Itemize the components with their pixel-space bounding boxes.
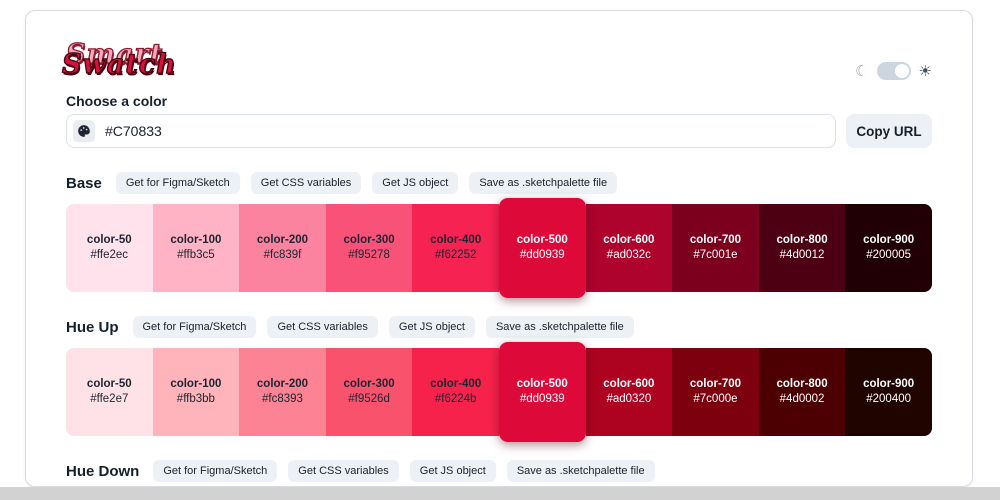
swatch-hex-label: #dd0939	[519, 393, 565, 405]
action-button[interactable]: Get CSS variables	[288, 460, 399, 482]
swatch-name-label: color-500	[516, 378, 568, 391]
logo: Smart Swatch	[61, 38, 177, 78]
action-button[interactable]: Save as .sketchpalette file	[469, 172, 618, 194]
swatch-color-400[interactable]: color-400 #f6224b	[412, 348, 499, 436]
swatch-color-500[interactable]: color-500 #dd0939	[498, 342, 586, 442]
section-header: Hue Up Get for Figma/Sketch Get CSS variab…	[66, 316, 932, 338]
bottom-strip	[0, 487, 1000, 500]
swatch-hex-label: #4d0002	[779, 393, 825, 405]
switch-knob	[894, 64, 909, 78]
swatch-color-400[interactable]: color-400 #f62252	[412, 204, 499, 292]
header: Smart Swatch ☾ ☀	[61, 33, 932, 87]
swatch-hex-label: #fc839f	[263, 249, 302, 261]
swatch-color-800[interactable]: color-800 #4d0012	[758, 204, 846, 292]
action-button[interactable]: Get CSS variables	[250, 172, 362, 194]
theme-toggle[interactable]: ☾ ☀	[855, 62, 932, 80]
section-header: Base Get for Figma/Sketch Get CSS variable…	[66, 172, 932, 194]
swatch-hex-label: #ffe2e7	[90, 393, 129, 405]
swatch-hex-label: #dd0939	[519, 249, 565, 261]
swatch-color-100[interactable]: color-100 #ffb3c5	[152, 204, 240, 292]
moon-icon: ☾	[855, 63, 869, 80]
swatch-color-900[interactable]: color-900 #200400	[845, 348, 932, 436]
swatch-name-label: color-100	[170, 234, 222, 247]
swatch-name-label: color-900	[863, 378, 915, 391]
swatch-color-800[interactable]: color-800 #4d0002	[758, 348, 846, 436]
swatch-hex-label: #7c000e	[693, 393, 738, 405]
swatch-hex-label: #f62252	[434, 249, 477, 261]
swatch-hex-label: #f6224b	[434, 393, 477, 405]
swatch-name-label: color-600	[603, 378, 655, 391]
swatch-name-label: color-200	[256, 378, 309, 391]
swatch-hex-label: #7c001e	[693, 249, 738, 261]
action-button[interactable]: Get JS object	[409, 460, 496, 482]
swatch-name-label: color-500	[516, 234, 568, 247]
swatch-color-50[interactable]: color-50 #ffe2ec	[66, 204, 153, 292]
swatch-color-700[interactable]: color-700 #7c001e	[672, 204, 759, 292]
sections: Base Get for Figma/Sketch Get CSS variable…	[66, 172, 932, 482]
swatch-color-600[interactable]: color-600 #ad0320	[585, 348, 673, 436]
swatch-name-label: color-400	[430, 378, 482, 391]
action-button[interactable]: Save as .sketchpalette file	[485, 316, 634, 338]
action-button[interactable]: Get for Figma/Sketch	[115, 172, 240, 194]
section-header: Hue Down Get for Figma/Sketch Get CSS vari…	[66, 460, 932, 482]
choose-color-label: Choose a color	[66, 93, 168, 109]
input-row: #C70833 Copy URL	[66, 114, 932, 148]
swatch-row: color-50 #ffe2e7 color-100 #ffb3bb color-200…	[66, 342, 932, 442]
action-button[interactable]: Get for Figma/Sketch	[132, 316, 257, 338]
swatch-hex-label: #200005	[866, 249, 912, 261]
copy-url-button[interactable]: Copy URL	[846, 114, 932, 148]
swatch-name-label: color-50	[86, 234, 132, 247]
swatch-name-label: color-400	[430, 234, 482, 247]
color-input[interactable]: #C70833	[66, 114, 836, 148]
swatch-name-label: color-700	[689, 378, 742, 391]
swatch-color-700[interactable]: color-700 #7c000e	[672, 348, 759, 436]
swatch-color-500[interactable]: color-500 #dd0939	[498, 198, 586, 298]
swatch-name-label: color-700	[689, 234, 742, 247]
action-button[interactable]: Get JS object	[372, 172, 459, 194]
swatch-name-label: color-100	[170, 378, 222, 391]
section-title: Base	[66, 174, 102, 192]
action-button[interactable]: Get for Figma/Sketch	[153, 460, 278, 482]
logo-word-smart: Smart	[65, 38, 164, 70]
action-button[interactable]: Get JS object	[388, 316, 475, 338]
swatch-hex-label: #ad0320	[606, 393, 652, 405]
swatch-name-label: color-800	[776, 234, 828, 247]
app-card: Smart Swatch ☾ ☀ Choose a color #C70833 …	[25, 10, 973, 487]
swatch-color-100[interactable]: color-100 #ffb3bb	[152, 348, 240, 436]
action-button[interactable]: Get CSS variables	[267, 316, 378, 338]
swatch-color-200[interactable]: color-200 #fc839f	[239, 204, 326, 292]
swatch-color-50[interactable]: color-50 #ffe2e7	[66, 348, 153, 436]
swatch-hex-label: #4d0012	[779, 249, 825, 261]
logo-word-swatch: Swatch	[61, 48, 177, 80]
swatch-color-300[interactable]: color-300 #f9526d	[325, 348, 413, 436]
swatch-name-label: color-800	[776, 378, 828, 391]
swatch-name-label: color-600	[603, 234, 655, 247]
theme-switch[interactable]	[876, 62, 911, 80]
swatch-hex-label: #fc8393	[262, 393, 303, 405]
section-title: Hue Up	[66, 318, 119, 336]
swatch-hex-label: #f95278	[348, 249, 390, 261]
palette-icon	[73, 120, 95, 142]
swatch-hex-label: #ffb3c5	[177, 249, 215, 261]
swatch-hex-label: #ad032c	[606, 249, 651, 261]
swatch-color-300[interactable]: color-300 #f95278	[325, 204, 413, 292]
swatch-name-label: color-300	[343, 234, 395, 247]
action-button[interactable]: Save as .sketchpalette file	[506, 460, 655, 482]
sun-icon: ☀	[918, 63, 932, 80]
swatch-name-label: color-300	[343, 378, 395, 391]
swatch-name-label: color-50	[86, 378, 132, 391]
swatch-hex-label: #f9526d	[348, 393, 390, 405]
swatch-name-label: color-200	[256, 234, 309, 247]
color-input-value: #C70833	[105, 123, 162, 139]
swatch-name-label: color-900	[863, 234, 915, 247]
swatch-row: color-50 #ffe2ec color-100 #ffb3c5 color-200…	[66, 198, 932, 298]
section-title: Hue Down	[66, 462, 140, 480]
swatch-color-200[interactable]: color-200 #fc8393	[239, 348, 326, 436]
swatch-hex-label: #200400	[866, 393, 912, 405]
swatch-color-600[interactable]: color-600 #ad032c	[585, 204, 673, 292]
swatch-color-900[interactable]: color-900 #200005	[845, 204, 932, 292]
swatch-hex-label: #ffe2ec	[90, 249, 129, 261]
swatch-hex-label: #ffb3bb	[176, 393, 215, 405]
